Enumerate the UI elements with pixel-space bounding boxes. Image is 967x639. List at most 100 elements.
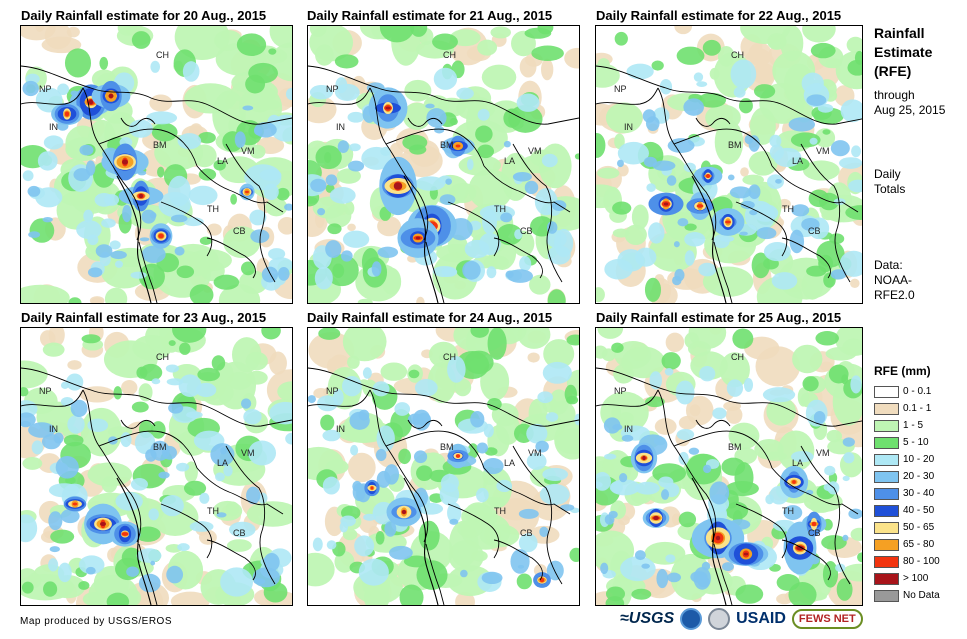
rainfall-cell — [791, 204, 810, 217]
rainfall-cell — [614, 31, 628, 46]
country-border — [160, 201, 213, 257]
rainfall-cell — [88, 99, 94, 105]
rainfall-cell — [524, 180, 539, 195]
rainfall-cell — [634, 550, 646, 561]
rainfall-cell — [21, 26, 56, 41]
country-label-china: CH — [156, 50, 169, 60]
rainfall-cell — [375, 448, 387, 462]
rainfall-cell — [416, 412, 432, 427]
rainfall-cell — [179, 342, 191, 355]
country-label-india: IN — [624, 424, 633, 434]
rainfall-cell — [480, 362, 510, 401]
rainfall-cell — [475, 125, 493, 143]
legend-label: No Data — [903, 590, 940, 601]
rainfall-cell — [68, 297, 82, 303]
panel-title-4: Daily Rainfall estimate for 23 Aug., 201… — [21, 310, 267, 325]
rainfall-cell — [479, 232, 501, 256]
panel-title-2: Daily Rainfall estimate for 21 Aug., 201… — [307, 8, 553, 23]
rainfall-cell — [361, 146, 392, 170]
rainfall-cell — [702, 266, 754, 297]
rainfall-cell — [276, 187, 290, 201]
rainfall-cell — [605, 102, 643, 134]
rainfall-cell — [370, 486, 374, 490]
rainfall-cell — [176, 462, 190, 472]
country-border — [120, 419, 156, 429]
rainfall-cell — [418, 520, 440, 551]
legend-swatch — [874, 555, 899, 568]
country-border — [82, 87, 142, 241]
rainfall-cell — [457, 520, 483, 538]
rainfall-cell — [854, 50, 862, 65]
rainfall-cell — [410, 26, 428, 37]
rainfall-cell — [308, 446, 344, 481]
country-label-vietnam: VM — [241, 448, 255, 458]
rainfall-cell — [821, 209, 836, 221]
rainfall-cell — [434, 126, 445, 134]
rainfall-cell — [263, 183, 279, 201]
rainfall-cell — [850, 375, 862, 394]
legend-swatch — [874, 453, 899, 466]
rainfall-cell — [666, 175, 677, 186]
country-label-burma: BM — [153, 140, 167, 150]
rainfall-cell — [756, 227, 777, 240]
country-label-laos: LA — [217, 458, 228, 468]
rainfall-cell — [456, 87, 474, 100]
rainfall-cell — [230, 193, 238, 205]
rainfall-cell — [122, 204, 132, 223]
rainfall-cell — [829, 233, 845, 245]
rainfall-cell — [327, 223, 342, 235]
rainfall-cell — [683, 162, 696, 173]
rainfall-cell — [479, 524, 520, 548]
rainfall-cell — [320, 414, 335, 431]
rainfall-cell — [43, 581, 58, 597]
legend-label: 30 - 40 — [903, 488, 935, 499]
rainfall-cell — [609, 479, 641, 496]
rainfall-cell — [537, 26, 554, 35]
rainfall-cell — [416, 465, 433, 481]
country-border — [596, 65, 862, 125]
rainfall-cell — [545, 412, 559, 422]
country-label-cambodia: CB — [233, 528, 246, 538]
legend-swatch — [874, 419, 899, 432]
rainfall-cell — [398, 448, 411, 465]
rainfall-cell — [246, 486, 261, 505]
rainfall-cell — [326, 540, 337, 550]
data-source-line1: Data: — [874, 258, 903, 272]
rainfall-cell — [665, 554, 676, 563]
rainfall-cell — [566, 334, 579, 346]
rainfall-cell — [214, 29, 243, 51]
rainfall-cell — [792, 344, 823, 374]
rainfall-cell — [199, 492, 210, 504]
country-border — [308, 87, 371, 105]
rainfall-cell — [851, 145, 861, 158]
rainfall-cell — [688, 447, 700, 455]
rainfall-cell — [514, 229, 523, 240]
rainfall-cell — [848, 508, 862, 520]
country-border — [657, 389, 717, 543]
rainfall-cell — [334, 54, 359, 69]
rainfall-cell — [131, 31, 151, 49]
rainfall-cell — [371, 261, 382, 277]
rainfall-map-23-aug: CH NP IN BM LA VM TH CB — [20, 327, 293, 606]
legend-label: 65 - 80 — [903, 539, 935, 550]
coastline — [403, 477, 439, 605]
rainfall-cell — [842, 534, 849, 542]
rainfall-cell — [325, 174, 338, 186]
rainfall-cell — [500, 212, 513, 223]
rainfall-cell — [697, 92, 727, 108]
rainfall-cell — [245, 351, 268, 371]
rainfall-cell — [223, 465, 233, 477]
rainfall-cell — [234, 131, 246, 148]
rainfall-cell — [130, 271, 147, 279]
rainfall-cell — [60, 509, 80, 524]
rainfall-cell — [684, 223, 697, 231]
rainfall-cell — [242, 105, 254, 111]
rainfall-cell — [183, 480, 207, 496]
legend-label: 10 - 20 — [903, 454, 935, 465]
rainfall-cell — [22, 80, 39, 97]
rainfall-cell — [120, 432, 132, 448]
rainfall-cell — [684, 250, 695, 266]
through-date: Aug 25, 2015 — [874, 103, 946, 117]
rainfall-cell — [64, 111, 70, 117]
rainfall-cell — [727, 174, 735, 181]
